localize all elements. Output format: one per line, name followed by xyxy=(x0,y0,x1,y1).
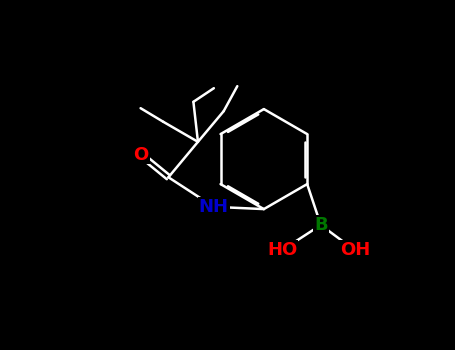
Text: OH: OH xyxy=(340,240,370,259)
Text: O: O xyxy=(133,146,149,163)
Text: B: B xyxy=(314,216,328,234)
Text: NH: NH xyxy=(199,198,229,216)
Text: HO: HO xyxy=(267,240,297,259)
